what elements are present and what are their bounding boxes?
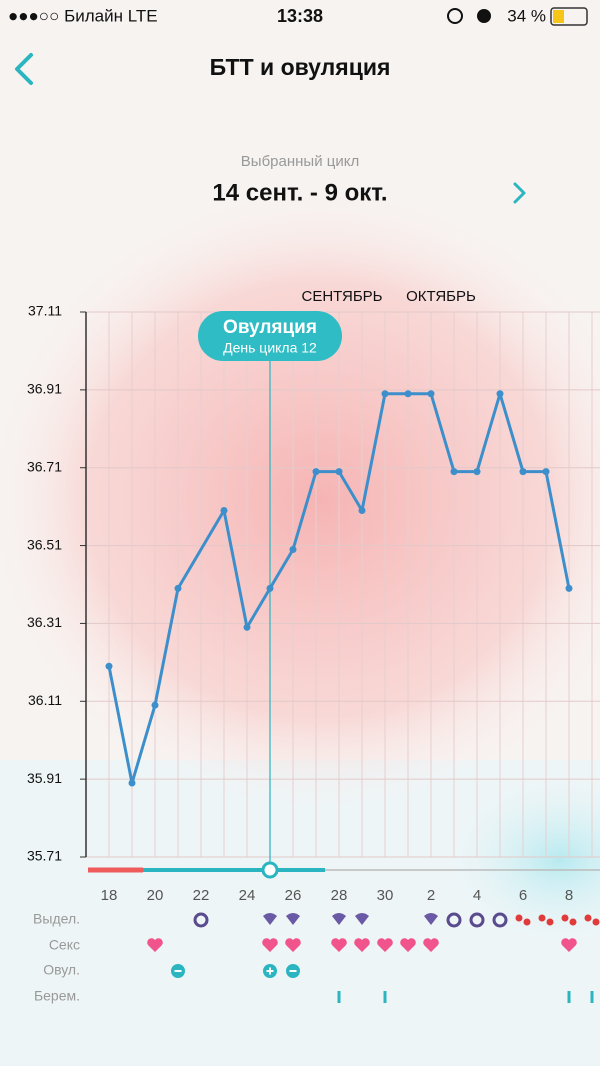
ovulation-badge [198,311,342,361]
x-tick-label: 24 [239,887,256,904]
temperature-point [404,390,412,398]
discharge-icon [286,913,300,925]
temperature-point [358,507,366,515]
blood-icon [561,914,569,922]
temperature-line [222,392,571,629]
heart-icon [400,938,416,952]
heart-icon [561,938,577,952]
battery-text: 34 % [507,6,546,25]
blood-icon [515,914,523,922]
x-tick-label: 2 [427,887,435,904]
grid: 35.71 35.91 36.11 36.31 36.51 36.71 36.91 37.11 [27,303,600,864]
temperature-point [128,779,136,787]
heart-icon [331,938,347,952]
next-cycle-button[interactable] [513,182,526,204]
y-tick-label: 36.71 [27,458,62,474]
temperature-point [312,468,320,476]
temperature-point [496,390,504,398]
battery-icon [550,7,588,26]
x-tick-label: 28 [331,887,348,904]
cycle-range: 14 сент. - 9 окт. [212,179,387,206]
battery-level [553,10,564,23]
temperature-line [107,588,180,785]
row-label: Выдел. [33,911,80,927]
month-label: СЕНТЯБРЬ [301,288,382,305]
header-title: БТТ и овуляция [210,54,391,80]
alarm-icon [477,9,491,23]
x-tick-label: 6 [519,887,527,904]
heart-icon [147,938,163,952]
temperature-point [220,507,228,515]
month-label: ОКТЯБРЬ [406,288,476,305]
temperature-point [174,584,182,592]
x-tick-label: 18 [101,887,118,904]
discharge-icon [263,913,277,925]
back-button[interactable] [15,53,33,85]
x-tick-label: 4 [473,887,481,904]
row-label: Берем. [34,988,80,1004]
temperature-point [105,662,113,670]
blood-icon [538,914,546,922]
slider-handle[interactable] [261,861,279,879]
blood-icon [592,918,600,926]
x-tick-label: 20 [147,887,164,904]
temperature-point [335,468,343,476]
y-tick-label: 37.11 [28,303,62,319]
ovulation-title: Овуляция [223,317,317,338]
heart-icon [377,938,393,952]
temperature-point [151,701,159,709]
discharge-icon [193,912,209,928]
temperature-point [243,623,251,631]
background-blob [0,190,600,810]
clock: 13:38 [277,6,323,26]
y-tick-label: 36.11 [28,692,62,708]
plot: Овуляция День цикла 12 [105,311,573,870]
discharge-icon [355,913,369,925]
temperature-point [266,584,274,592]
x-tick-label: 22 [193,887,210,904]
cycle-caption: Выбранный цикл [241,153,359,170]
temperature-point [473,468,481,476]
x-tick-label: 8 [565,887,573,904]
row-label: Секс [49,937,80,953]
temperature-point [565,584,573,592]
blood-icon [523,918,531,926]
temperature-point [542,468,550,476]
discharge-icon [332,913,346,925]
background-blob [440,770,600,950]
ovulation-subtitle: День цикла 12 [223,340,317,356]
y-tick-label: 35.91 [27,770,62,786]
y-tick-label: 36.31 [27,614,62,630]
heart-icon [423,938,439,952]
heart-icon [262,938,278,952]
temperature-point [381,390,389,398]
heart-icon [285,938,301,952]
blood-icon [546,918,554,926]
discharge-icon [424,913,438,925]
x-tick-label: 26 [285,887,302,904]
discharge-icon [492,912,508,928]
discharge-icon [469,912,485,928]
temperature-point [450,468,458,476]
x-tick-label: 30 [377,887,394,904]
carrier: ●●●○○ Билайн LTE [8,6,158,25]
temperature-point [289,545,297,553]
lock-icon [447,8,463,24]
y-tick-label: 36.51 [27,536,62,552]
line-interpolation [176,509,226,590]
y-tick-label: 35.71 [27,848,62,864]
blood-icon [584,914,592,922]
discharge-icon [446,912,462,928]
row-label: Овул. [43,962,80,978]
temperature-point [427,390,435,398]
y-tick-label: 36.91 [27,381,62,397]
heart-icon [354,938,370,952]
temperature-point [519,468,527,476]
blood-icon [569,918,577,926]
